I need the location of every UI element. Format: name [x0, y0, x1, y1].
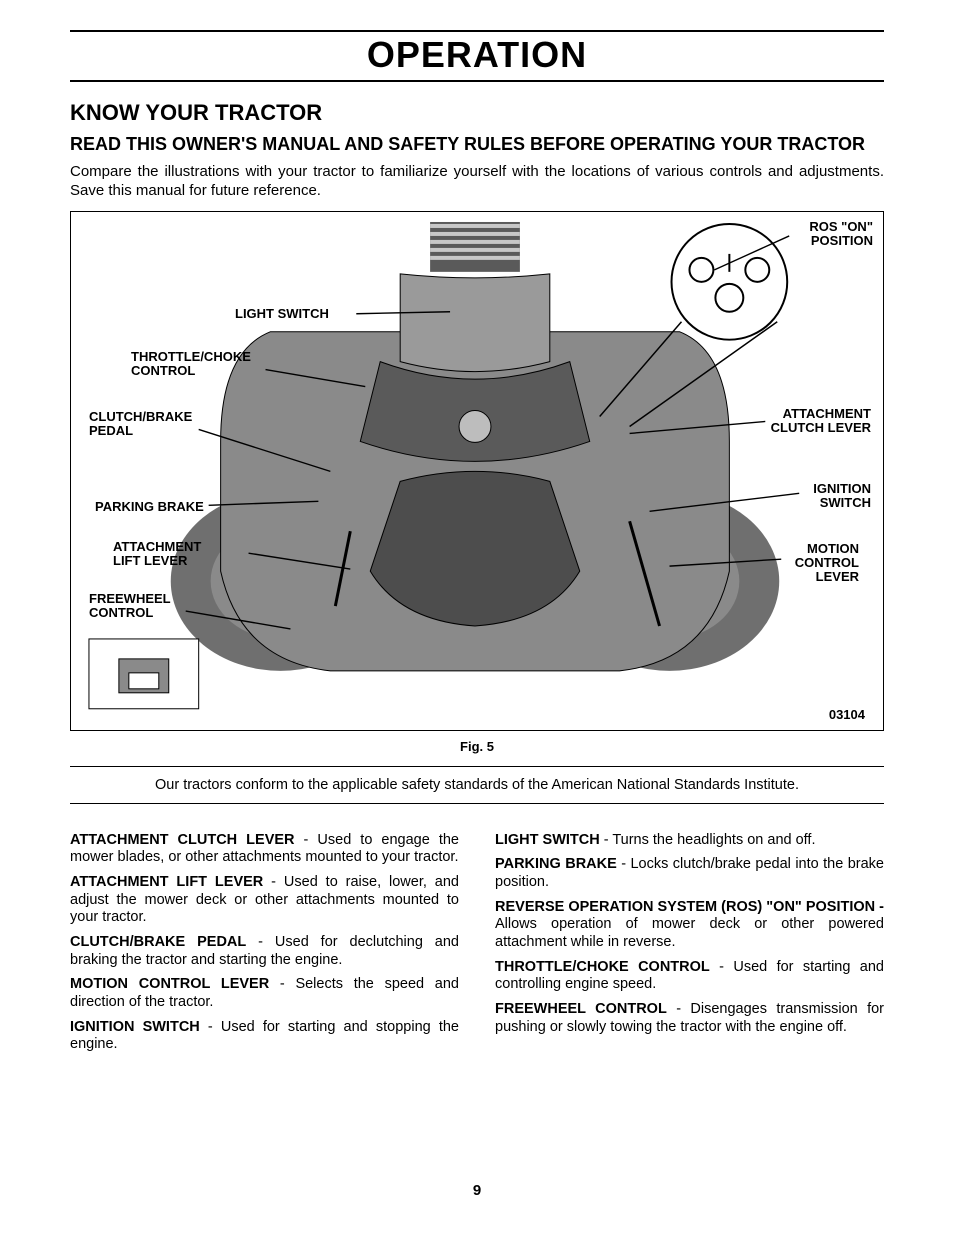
definitions-left-column: ATTACHMENT CLUTCH LEVER - Used to engage… [70, 832, 459, 1062]
figure-image-number: 03104 [829, 707, 865, 722]
callout-light-switch: LIGHT SWITCH [235, 307, 329, 321]
definition-term: ATTACHMENT LIFT LEVER [70, 874, 263, 890]
definition-term: PARKING BRAKE [495, 856, 617, 872]
callout-ignition: IGNITION SWITCH [813, 482, 871, 511]
intro-text: Compare the illustrations with your trac… [70, 163, 884, 201]
definition-term: THROTTLE/CHOKE CONTROL [495, 959, 710, 975]
definition-item: MOTION CONTROL LEVER - Selects the speed… [70, 976, 459, 1011]
definition-item: THROTTLE/CHOKE CONTROL - Used for starti… [495, 959, 884, 994]
figure-5: ROS "ON" POSITION LIGHT SWITCH THROTTLE/… [70, 211, 884, 731]
definitions-columns: ATTACHMENT CLUTCH LEVER - Used to engage… [70, 832, 884, 1062]
definition-item: ATTACHMENT LIFT LEVER - Used to raise, l… [70, 874, 459, 927]
definition-term: MOTION CONTROL LEVER [70, 976, 269, 992]
page-title: OPERATION [70, 34, 884, 76]
callout-parking-brake: PARKING BRAKE [95, 500, 204, 514]
section-heading: KNOW YOUR TRACTOR [70, 100, 884, 126]
definition-item: ATTACHMENT CLUTCH LEVER - Used to engage… [70, 832, 459, 867]
top-rule [70, 30, 884, 32]
definition-term: LIGHT SWITCH [495, 832, 600, 848]
definition-item: IGNITION SWITCH - Used for starting and … [70, 1019, 459, 1054]
callout-attachment-lift: ATTACHMENT LIFT LEVER [113, 540, 201, 569]
definition-term: FREEWHEEL CONTROL [495, 1001, 667, 1017]
definition-text: Allows operation of mower deck or other … [495, 916, 884, 950]
definition-item: PARKING BRAKE - Locks clutch/brake pedal… [495, 856, 884, 891]
callout-freewheel: FREEWHEEL CONTROL [89, 592, 171, 621]
callout-attachment-clutch: ATTACHMENT CLUTCH LEVER [771, 407, 871, 436]
title-underline [70, 80, 884, 82]
manual-page: OPERATION KNOW YOUR TRACTOR READ THIS OW… [0, 0, 954, 1235]
definition-item: LIGHT SWITCH - Turns the headlights on a… [495, 832, 884, 850]
definition-term: ATTACHMENT CLUTCH LEVER [70, 832, 295, 848]
subheading: READ THIS OWNER'S MANUAL AND SAFETY RULE… [70, 134, 884, 155]
definition-item: FREEWHEEL CONTROL - Disengages transmiss… [495, 1001, 884, 1036]
tractor-diagram [71, 212, 883, 731]
definition-term: REVERSE OPERATION SYSTEM (ROS) "ON" POSI… [495, 899, 884, 915]
page-number: 9 [0, 1182, 954, 1199]
definition-item: CLUTCH/BRAKE PEDAL - Used for declutchin… [70, 934, 459, 969]
definition-item: REVERSE OPERATION SYSTEM (ROS) "ON" POSI… [495, 899, 884, 952]
callout-ros: ROS "ON" POSITION [809, 220, 873, 249]
callout-clutch-brake: CLUTCH/BRAKE PEDAL [89, 410, 192, 439]
definitions-right-column: LIGHT SWITCH - Turns the headlights on a… [495, 832, 884, 1062]
definition-term: CLUTCH/BRAKE PEDAL [70, 934, 246, 950]
standards-note: Our tractors conform to the applicable s… [70, 766, 884, 804]
callout-motion: MOTION CONTROL LEVER [795, 542, 859, 585]
definition-term: IGNITION SWITCH [70, 1019, 200, 1035]
callout-throttle: THROTTLE/CHOKE CONTROL [131, 350, 251, 379]
figure-caption: Fig. 5 [70, 739, 884, 754]
definition-text: - Turns the headlights on and off. [600, 832, 816, 848]
